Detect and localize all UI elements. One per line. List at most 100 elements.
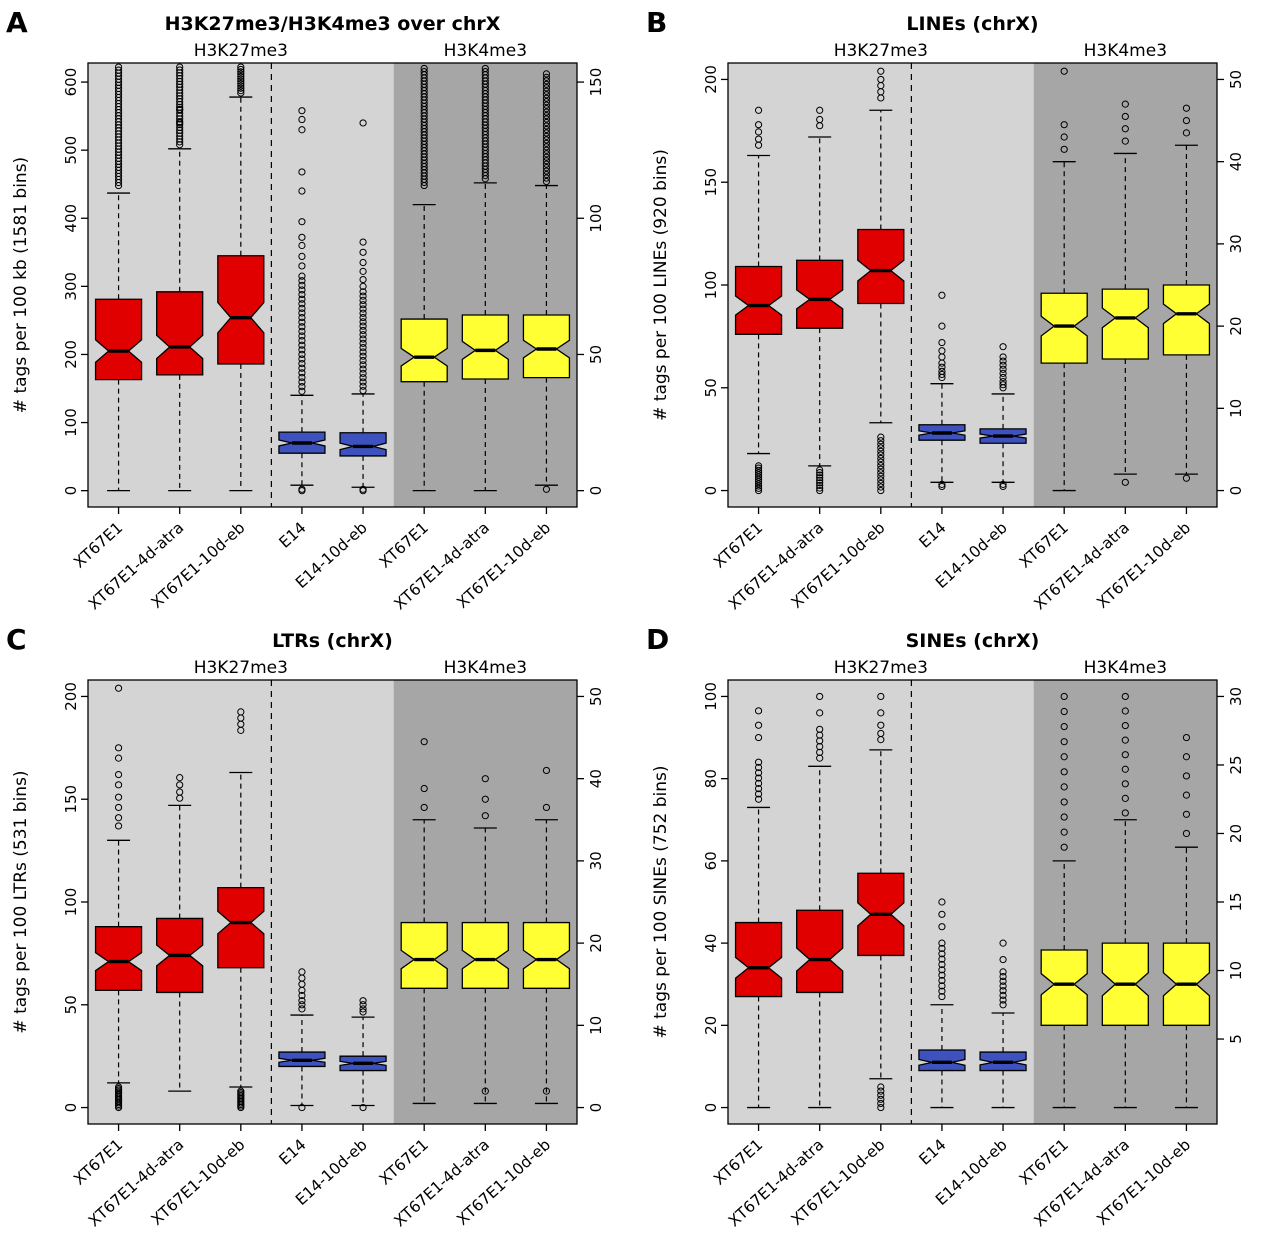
outlier-point [1121,794,1129,802]
outlier-point [359,326,367,335]
outlier-point [999,982,1007,990]
y-tick-label-right: 50 [587,345,605,364]
outlier-point [877,1095,885,1103]
outlier-point [816,468,824,477]
outlier-point [237,77,245,85]
outlier-point [999,1001,1007,1009]
outlier-point [359,318,367,326]
outlier-point [938,960,946,969]
outlier-point [816,486,824,495]
outlier-point [237,63,245,71]
outlier-point [816,115,824,124]
outlier-point [754,486,763,495]
strip-label-h3k4me3: H3K4me3 [444,41,527,61]
x-tick-label: XT67E1 [70,519,126,572]
outlier-point [359,352,367,360]
outlier-point [298,286,306,294]
outlier-point [359,365,367,373]
outlier-point [481,775,489,783]
outlier-point [754,471,763,479]
outlier-point [877,721,885,729]
outlier-point [1121,692,1129,701]
outlier-point [938,923,946,931]
outlier-point [114,793,123,801]
outlier-point [114,684,123,692]
outlier-point [999,939,1007,947]
y-tick-label-left: 600 [62,68,80,97]
outlier-point [816,692,824,701]
outlier-point [938,976,946,985]
outlier-point [542,115,551,123]
outlier-point [877,433,885,441]
y-tick-label-left: 500 [62,136,80,165]
outlier-point [481,1087,489,1095]
outlier-point [298,107,306,115]
outlier-point [359,386,367,395]
outlier-point [1121,137,1129,145]
notched-box [461,314,509,380]
y-axis-label: # tags per 100 LINEs (920 bins) [651,149,671,421]
outlier-point [359,267,367,275]
y-tick-label-left: 0 [702,486,720,496]
outlier-point [298,1005,306,1013]
outlier-point [1060,753,1068,761]
outlier-point [298,309,306,317]
outlier-point [1182,810,1191,818]
notched-box [522,921,571,989]
outlier-point [1060,67,1068,75]
panel-title: SINEs (chrX) [906,630,1040,652]
notched-box [156,291,204,376]
y-tick-label-left: 100 [702,271,720,300]
outlier-point [816,481,824,490]
y-tick-label-left: 40 [702,934,720,953]
y-tick-label-right: 30 [1227,234,1245,253]
outlier-point [877,476,885,484]
outlier-point [1121,707,1129,715]
panel-B: XT67E1 XT67E1-4d-atra XT67E1-10d-eb E14 E14-… [640,0,1280,617]
outlier-point [754,128,763,136]
outlier-point [237,70,245,78]
x-tick-label: E14 [916,519,950,552]
outlier-point [298,369,306,377]
outlier-point [938,480,946,488]
outlier-point [1182,829,1191,838]
outlier-point [359,485,367,493]
notched-box [522,314,571,379]
outlier-point [298,304,306,312]
outlier-point [938,338,946,347]
outlier-point [114,770,123,779]
outlier-point [237,87,245,95]
outlier-point [816,466,824,474]
outlier-point [359,335,367,343]
outlier-point [298,968,306,976]
outlier-point [877,469,885,477]
notched-box [217,886,265,969]
outlier-point [877,444,885,452]
outlier-point [298,300,306,308]
outlier-point [877,1099,885,1108]
outlier-point [938,966,946,974]
outlier-point [298,373,306,382]
y-tick-label-left: 100 [62,408,80,437]
outlier-point [999,343,1007,351]
outlier-point [1182,733,1191,742]
notched-box [796,259,844,329]
outlier-point [359,282,367,290]
y-tick-label-right: 0 [1227,486,1245,496]
x-tick-label: XT67E1 [710,519,766,572]
y-tick-label-right: 20 [1227,824,1245,843]
outlier-point [542,129,551,137]
y-tick-label-right: 20 [587,934,605,953]
outlier-point [542,73,551,81]
outlier-point [114,803,123,812]
outlier-point [938,987,946,995]
outlier-point [542,139,551,147]
outlier-point [1182,129,1191,137]
outlier-point [1182,753,1191,761]
outlier-point [114,822,123,830]
outlier-point [542,177,551,186]
outlier-point [237,82,245,90]
outlier-point [938,971,946,979]
outlier-point [237,75,245,83]
outlier-point [420,68,428,76]
